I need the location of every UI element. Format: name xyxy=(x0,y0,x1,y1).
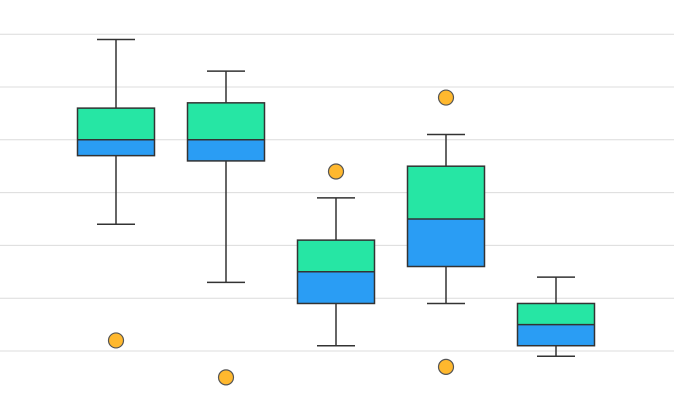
box-upper-0 xyxy=(77,108,155,140)
outlier-2-0 xyxy=(327,163,345,180)
box-lower-2 xyxy=(297,271,375,304)
box-outline-3 xyxy=(406,165,486,268)
box-upper-1 xyxy=(187,102,265,140)
outlier-1-0 xyxy=(217,369,235,386)
outlier-3-1 xyxy=(437,358,455,375)
box-outline-0 xyxy=(76,107,156,157)
box-lower-1 xyxy=(187,139,265,161)
box-lower-4 xyxy=(517,324,595,346)
box-lower-3 xyxy=(407,219,485,267)
box-lower-0 xyxy=(77,139,155,156)
box-upper-2 xyxy=(297,240,375,272)
outlier-3-0 xyxy=(437,89,455,106)
box-upper-3 xyxy=(407,166,485,219)
outlier-0-0 xyxy=(107,332,125,349)
box-outline-1 xyxy=(186,102,266,162)
box-upper-4 xyxy=(517,303,595,325)
